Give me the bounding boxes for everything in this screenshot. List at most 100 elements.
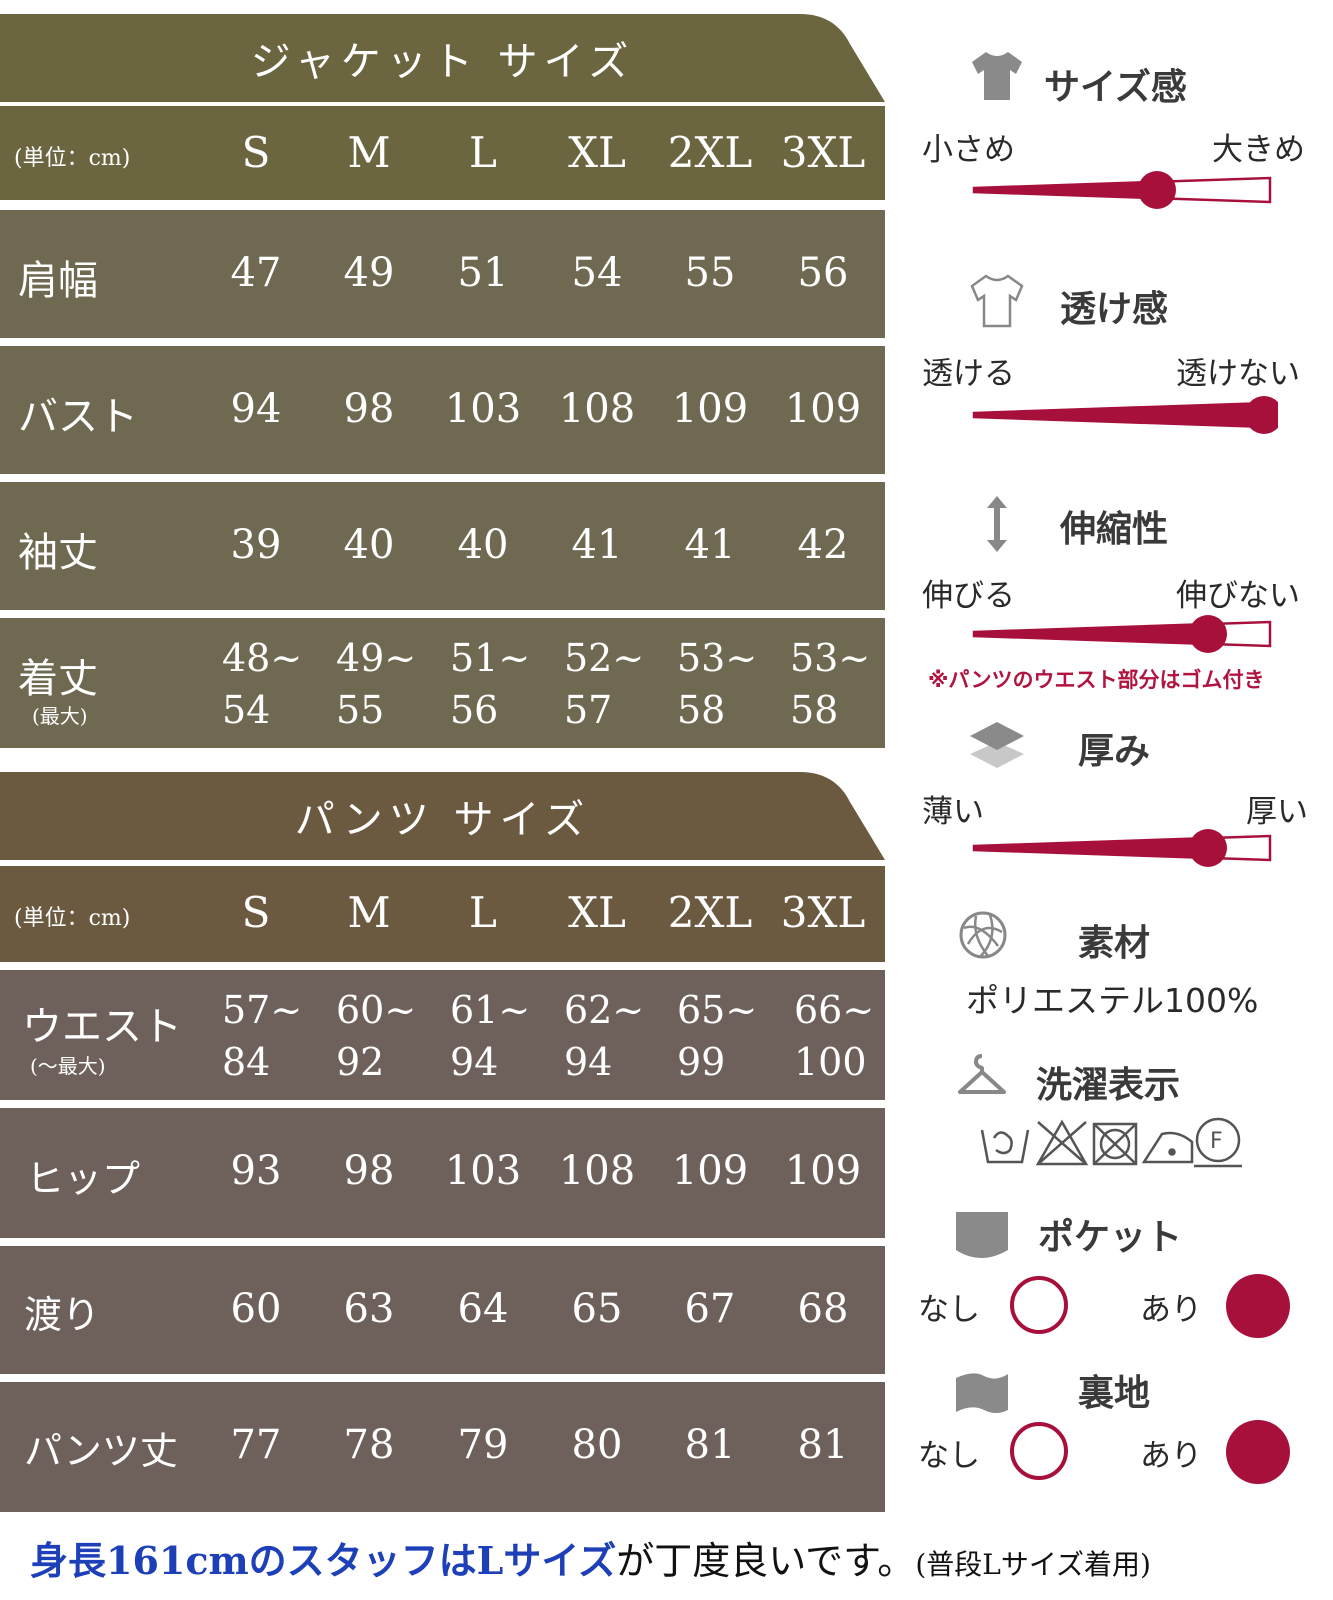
lining-yes-radio bbox=[1226, 1420, 1290, 1484]
size-label: 3XL bbox=[780, 128, 866, 177]
cell-line: 94 bbox=[450, 1040, 499, 1084]
row-label: 袖丈 bbox=[18, 530, 98, 576]
low-iron-icon bbox=[1141, 1131, 1194, 1164]
size-label: XL bbox=[568, 888, 626, 937]
row-sublabel: (～最大) bbox=[30, 1054, 106, 1078]
table-row: 渡り 60 63 64 65 67 68 bbox=[0, 1246, 885, 1374]
size-feel-left-label: 小さめ bbox=[922, 132, 1015, 168]
sheer-left-label: 透ける bbox=[922, 356, 1015, 392]
thickness-slider bbox=[972, 829, 1272, 867]
pocket-no-label: なし bbox=[918, 1292, 980, 1328]
table-cell: 65~ 99 bbox=[677, 984, 757, 1088]
table-cell: 42 bbox=[797, 522, 849, 568]
size-label: M bbox=[347, 888, 391, 937]
table-cell: 41 bbox=[684, 522, 736, 568]
lining-yes-label: あり bbox=[1140, 1438, 1202, 1474]
thickness-left-label: 薄い bbox=[922, 794, 984, 830]
table-cell: 57~ 84 bbox=[222, 984, 302, 1088]
stretch-title: 伸縮性 bbox=[1060, 509, 1169, 550]
slider-knob bbox=[1189, 829, 1227, 867]
table-cell: 60~ 92 bbox=[336, 984, 416, 1088]
staff-size-note: 身長161cmのスタッフはLサイズが丁度良いです。(普段Lサイズ着用) bbox=[30, 1530, 1151, 1585]
hanger-icon bbox=[958, 1054, 1006, 1094]
table-cell: 79 bbox=[457, 1422, 509, 1468]
staff-usual-size: (普段Lサイズ着用) bbox=[915, 1548, 1151, 1581]
pocket-yes-radio bbox=[1226, 1274, 1290, 1338]
material-title: 素材 bbox=[1078, 923, 1151, 964]
table-cell: 103 bbox=[444, 386, 522, 432]
no-tumble-dry-icon bbox=[1092, 1122, 1138, 1166]
table-cell: 109 bbox=[671, 386, 749, 432]
row-sublabel: (最大) bbox=[32, 704, 88, 728]
row-label: 渡り bbox=[24, 1293, 101, 1337]
row-label: 着丈 bbox=[18, 656, 98, 702]
jacket-title: ジャケット サイズ bbox=[250, 39, 635, 85]
care-title: 洗濯表示 bbox=[1036, 1065, 1181, 1106]
table-row: 袖丈 39 40 40 41 41 42 bbox=[0, 482, 885, 610]
pants-unit-label: (単位：cm) bbox=[14, 906, 131, 931]
cell-line: 66~ bbox=[794, 988, 875, 1032]
table-cell: 40 bbox=[457, 522, 509, 568]
size-feel-right-label: 大きめ bbox=[1212, 132, 1305, 168]
slider-fill bbox=[974, 403, 1266, 427]
care-symbols: F bbox=[980, 1117, 1242, 1168]
cell-line: 49~ bbox=[336, 636, 417, 680]
table-cell: 77 bbox=[230, 1422, 282, 1468]
table-cell: 109 bbox=[784, 1148, 862, 1194]
table-cell: 55 bbox=[684, 250, 736, 296]
lining-title: 裏地 bbox=[1078, 1373, 1151, 1414]
slider-knob bbox=[1245, 396, 1278, 434]
table-cell: 65 bbox=[571, 1286, 623, 1332]
size-label: M bbox=[347, 128, 391, 177]
size-label: XL bbox=[568, 128, 626, 177]
material-value: ポリエステル100% bbox=[966, 981, 1259, 1020]
cell-line: 99 bbox=[677, 1040, 726, 1084]
table-cell: 51 bbox=[457, 250, 509, 296]
vertical-arrows-icon bbox=[987, 496, 1007, 552]
table-cell: 62~ 94 bbox=[564, 984, 644, 1088]
table-cell: 60 bbox=[230, 1286, 282, 1332]
table-cell: 98 bbox=[343, 386, 395, 432]
cell-line: 53~ bbox=[677, 636, 758, 680]
table-cell: 48~ 54 bbox=[222, 632, 302, 736]
table-cell: 41 bbox=[571, 522, 623, 568]
tshirt-outline-icon bbox=[970, 274, 1024, 328]
yarn-ball-icon bbox=[959, 911, 1007, 959]
table-cell: 39 bbox=[230, 522, 282, 568]
cell-line: 57~ bbox=[222, 988, 303, 1032]
table-cell: 103 bbox=[444, 1148, 522, 1194]
tshirt-icon bbox=[972, 52, 1022, 100]
table-row: 着丈 (最大) 48~ 54 49~ 55 51~ 56 52~ 57 53~ … bbox=[0, 618, 885, 748]
size-label: 2XL bbox=[667, 128, 753, 177]
sheer-title: 透け感 bbox=[1060, 289, 1169, 330]
table-cell: 40 bbox=[343, 522, 395, 568]
jacket-size-header-row: (単位：cm) S M L XL 2XL 3XL bbox=[0, 106, 885, 200]
fabric-icon bbox=[956, 1373, 1008, 1413]
table-cell: 53~ 58 bbox=[677, 632, 757, 736]
jacket-unit-label: (単位：cm) bbox=[14, 146, 131, 171]
size-feel-title: サイズ感 bbox=[1044, 67, 1187, 108]
row-label: ヒップ bbox=[26, 1157, 141, 1201]
table-cell: 66~ 100 bbox=[794, 984, 874, 1088]
cell-line: 57 bbox=[564, 688, 613, 732]
pants-title: パンツ サイズ bbox=[294, 797, 591, 843]
slider-fill bbox=[974, 181, 1157, 199]
table-cell: 53~ 58 bbox=[790, 632, 870, 736]
size-feel-slider bbox=[972, 171, 1272, 209]
stretch-slider bbox=[972, 615, 1272, 653]
table-cell: 93 bbox=[230, 1148, 282, 1194]
cell-line: 54 bbox=[222, 688, 271, 732]
row-label: 肩幅 bbox=[18, 258, 98, 304]
slider-fill bbox=[974, 624, 1208, 644]
sheer-right-label: 透けない bbox=[1176, 356, 1300, 392]
slider-fill bbox=[974, 838, 1208, 858]
staff-highlight: 身長161cmのスタッフはLサイズ bbox=[30, 1538, 617, 1583]
cell-line: 60~ bbox=[336, 988, 417, 1032]
row-label: パンツ丈 bbox=[24, 1429, 178, 1473]
table-row: パンツ丈 77 78 79 80 81 81 bbox=[0, 1382, 885, 1512]
pocket-no-radio bbox=[1010, 1276, 1068, 1334]
cell-line: 58 bbox=[677, 688, 726, 732]
table-cell: 109 bbox=[784, 386, 862, 432]
pocket-yes-label: あり bbox=[1140, 1292, 1202, 1328]
cell-line: 92 bbox=[336, 1040, 385, 1084]
